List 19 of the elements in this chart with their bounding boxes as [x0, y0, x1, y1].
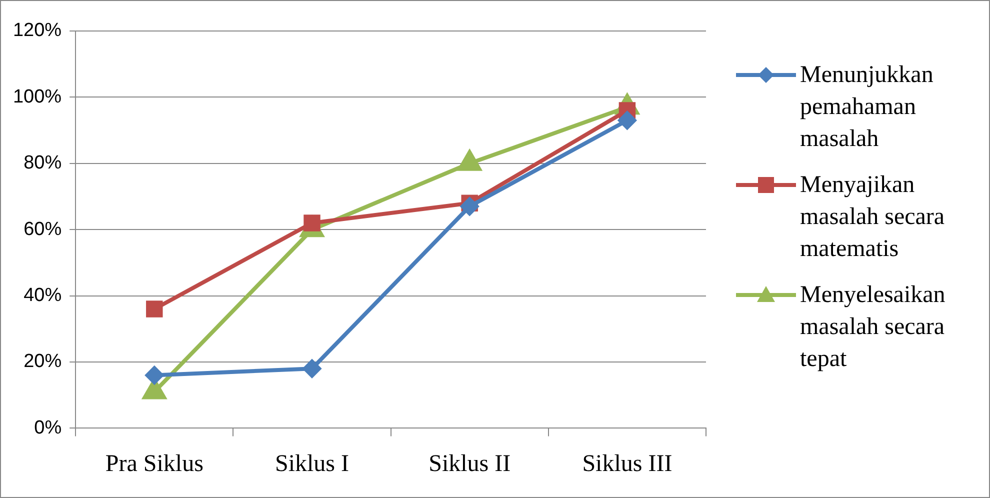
point	[618, 111, 636, 130]
point	[460, 197, 479, 216]
point	[302, 360, 321, 378]
y-tick-label: 20%	[24, 351, 62, 372]
x-tick-label: Siklus II	[428, 450, 511, 477]
legend-label: Menyajikan masalah secara matematis	[800, 171, 946, 264]
x-tick-label: Pra Siklus	[105, 450, 204, 477]
point	[146, 300, 163, 318]
y-tick-label: 80%	[24, 152, 62, 174]
y-tick-label: 60%	[24, 218, 62, 240]
y-tick-label: 120%	[12, 20, 62, 42]
legend-label: Menunjukkan pemahaman masalah	[800, 61, 934, 154]
x-tick-label: Siklus I	[274, 450, 350, 477]
point	[145, 366, 164, 384]
y-tick-label: 0%	[34, 417, 62, 438]
x-tick-label: Siklus III	[582, 450, 672, 477]
y-tick-label: 100%	[12, 86, 62, 108]
legend-label: Menyelesaikan masalah secara tepat	[800, 281, 946, 374]
y-tick-label: 40%	[24, 285, 62, 306]
